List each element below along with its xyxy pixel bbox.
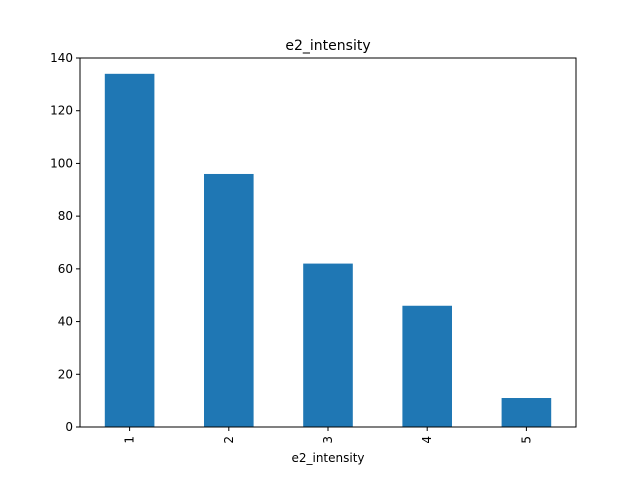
x-tick-label-4: 4 [420, 436, 434, 444]
y-tick-label-60: 60 [58, 262, 73, 276]
x-tick-label-2: 2 [222, 436, 236, 444]
y-tick-label-120: 120 [50, 104, 73, 118]
y-tick-label-80: 80 [58, 209, 73, 223]
bar-1 [104, 73, 155, 428]
bar-3 [303, 263, 353, 427]
chart-title: e2_intensity [285, 38, 370, 54]
x-tick-label-5: 5 [519, 436, 533, 444]
y-tick-label-40: 40 [58, 315, 73, 329]
y-tick-label-140: 140 [50, 51, 73, 65]
bar-5 [501, 398, 552, 427]
x-axis-label: e2_intensity [291, 451, 364, 465]
x-tick-label-1: 1 [123, 436, 137, 444]
y-tick-label-0: 0 [65, 420, 73, 434]
plot-frame [79, 57, 577, 428]
y-tick-label-100: 100 [50, 156, 73, 170]
bar-2 [204, 173, 254, 427]
x-tick-label-3: 3 [321, 436, 335, 444]
bar-4 [402, 305, 452, 427]
y-tick-label-20: 20 [58, 367, 73, 381]
plot-area: 0 20 40 60 80 100 120 140 1 2 3 4 5 [50, 51, 577, 444]
